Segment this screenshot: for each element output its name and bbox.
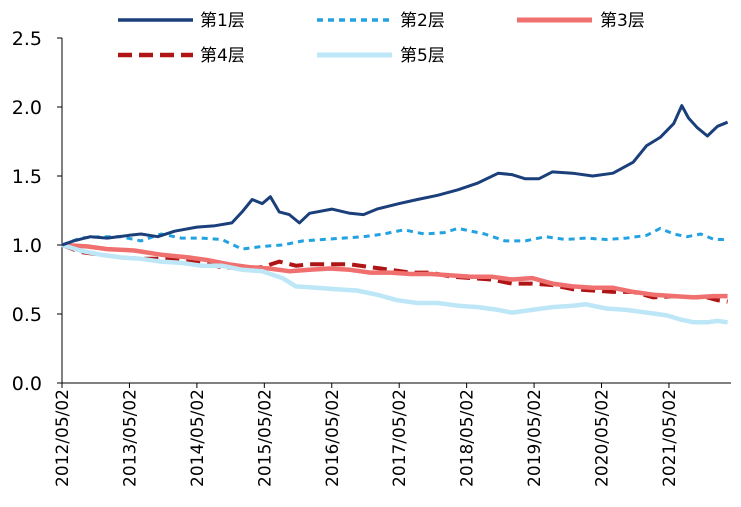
- x-tick-label: 2018/05/02: [458, 389, 478, 487]
- legend-item-4: 第4层: [118, 46, 245, 66]
- legend-item-3: 第3层: [517, 11, 645, 31]
- y-tick-label: 1.5: [12, 166, 42, 188]
- x-tick-label: 2019/05/02: [525, 389, 545, 487]
- x-tick-label: 2020/05/02: [593, 389, 613, 487]
- x-tick-label: 2013/05/02: [120, 389, 140, 487]
- x-tick-label: 2016/05/02: [323, 389, 343, 487]
- series-line-3: [61, 242, 728, 300]
- y-tick-label: 1.0: [12, 235, 42, 257]
- legend-item-5: 第5层: [317, 46, 445, 66]
- legend-item-1: 第1层: [118, 11, 245, 31]
- series-line-1: [61, 104, 729, 247]
- x-tick-label: 2017/05/02: [390, 389, 410, 487]
- x-tick-label: 2014/05/02: [188, 389, 208, 487]
- series-line-5: [61, 242, 728, 325]
- legend-label: 第5层: [400, 46, 445, 66]
- series-line-2: [61, 226, 728, 251]
- y-tick-label: 2.5: [12, 28, 42, 50]
- legend-label: 第3层: [600, 11, 645, 31]
- legend-item-2: 第2层: [317, 11, 445, 31]
- legend-label: 第1层: [200, 11, 245, 31]
- legend-label: 第4层: [200, 46, 245, 66]
- series-group: [61, 104, 729, 325]
- x-tick-label: 2012/05/02: [53, 389, 73, 487]
- x-axis: 2012/05/02 2013/05/02 2014/05/02 2015/05/02…: [53, 382, 731, 487]
- x-tick-label: 2015/05/02: [255, 389, 275, 487]
- y-tick-label: 0.5: [12, 304, 42, 326]
- y-tick-label: 0.0: [12, 373, 42, 395]
- legend-label: 第2层: [400, 11, 445, 31]
- x-tick-label: 2021/05/02: [660, 389, 680, 487]
- y-axis: 0.0 0.5 1.0 1.5 2.0 2.5: [12, 28, 63, 395]
- y-tick-label: 2.0: [12, 97, 42, 119]
